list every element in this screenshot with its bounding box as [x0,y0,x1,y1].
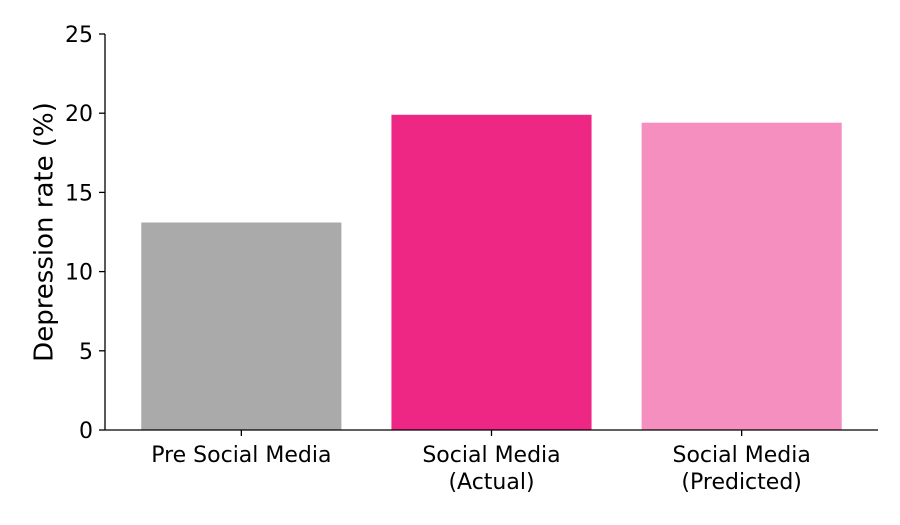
x-tick-label: Social Media (Predicted) [673,443,811,495]
y-axis-label: Depression rate (%) [30,102,60,362]
bar [641,122,842,430]
y-tick-label: 5 [79,340,93,365]
x-tick-label-line: (Predicted) [681,470,801,495]
y-tick-label: 0 [79,419,93,444]
y-tick-label: 15 [65,181,93,206]
x-tick-label-line: Social Media [673,443,811,468]
x-tick-label-line: Social Media [422,443,560,468]
x-tick-label-line: (Actual) [448,470,534,495]
bar [141,222,342,430]
x-tick-label-line: Pre Social Media [151,443,331,468]
y-tick-label: 25 [65,23,93,48]
y-tick-label: 10 [65,261,93,286]
x-tick-label: Social Media (Actual) [422,443,560,495]
bar [391,114,592,430]
x-tick-label: Pre Social Media [151,443,331,468]
y-tick-label: 20 [65,102,93,127]
